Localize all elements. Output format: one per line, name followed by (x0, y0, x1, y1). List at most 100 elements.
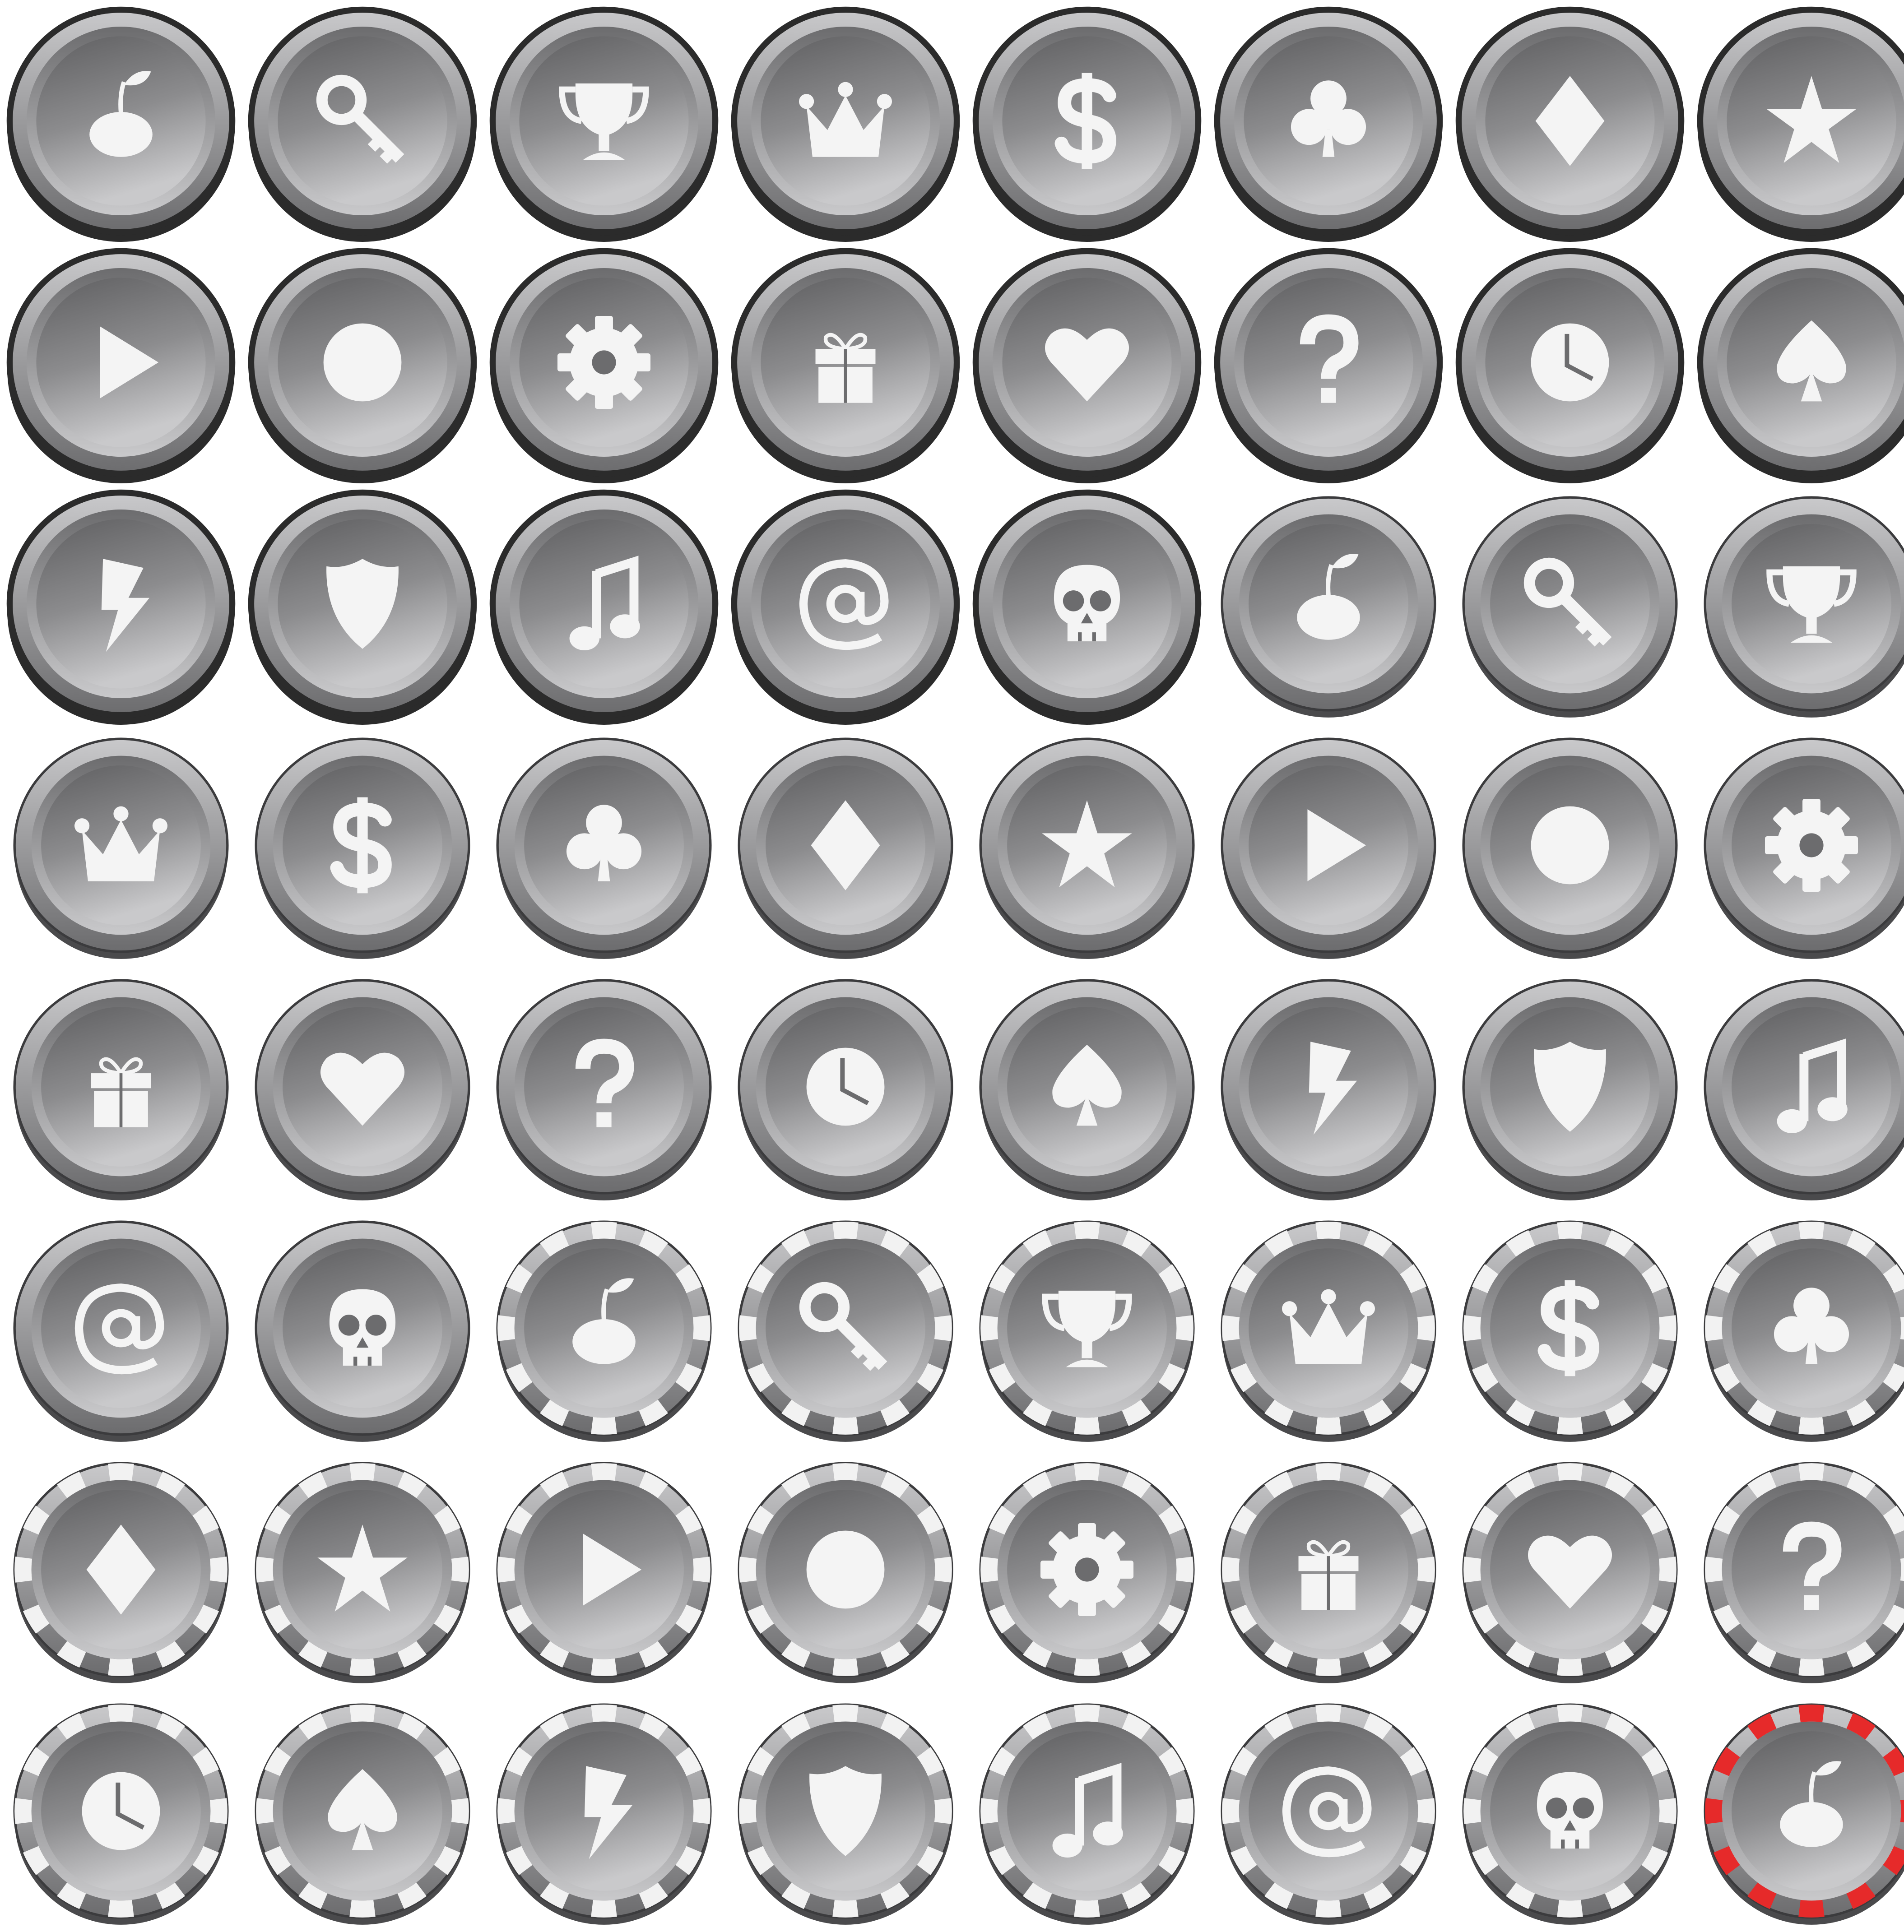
icon-button-at-thick-rim[interactable] (724, 483, 966, 725)
trophy-icon (559, 83, 649, 160)
dollar-icon (1054, 73, 1116, 169)
icon-button-gear-coin[interactable] (1690, 724, 1904, 966)
icon-button-star-thick-rim[interactable] (1690, 0, 1904, 242)
icon-button-cherry-chip-red[interactable] (1690, 1690, 1904, 1932)
icon-button-dollar-coin[interactable] (241, 724, 483, 966)
at-icon (74, 1283, 164, 1375)
icon-button-shield-coin[interactable] (1449, 966, 1691, 1208)
icon-button-play-thick-rim[interactable] (0, 241, 242, 483)
lightning-icon (1309, 1042, 1357, 1135)
icon-button-crown-coin[interactable] (0, 724, 242, 966)
icon-button-skull-chip[interactable] (1449, 1690, 1691, 1932)
icon-button-question-thick-rim[interactable] (1207, 241, 1449, 483)
icon-button-cherry-thick-rim[interactable] (0, 0, 242, 242)
icon-button-circle-chip[interactable] (724, 1449, 966, 1691)
gift-icon (91, 1057, 151, 1127)
icon-button-key-thick-rim[interactable] (241, 0, 483, 242)
icon-button-at-coin[interactable] (0, 1207, 242, 1449)
icon-button-skull-coin[interactable] (241, 1207, 483, 1449)
lightning-icon (584, 1766, 633, 1859)
at-icon (799, 559, 889, 650)
icon-button-gear-chip[interactable] (966, 1449, 1208, 1691)
icon-button-cherry-coin[interactable] (1207, 483, 1449, 725)
icon-button-club-chip[interactable] (1690, 1207, 1904, 1449)
icon-button-heart-coin[interactable] (241, 966, 483, 1208)
icon-button-cherry-chip[interactable] (483, 1207, 725, 1449)
club-icon (566, 805, 642, 881)
icon-button-star-coin[interactable] (966, 724, 1208, 966)
trophy-icon (1766, 566, 1857, 643)
icon-button-gift-chip[interactable] (1207, 1449, 1449, 1691)
gear-icon (1040, 1523, 1134, 1617)
icon-button-gift-coin[interactable] (0, 966, 242, 1208)
gift-icon (815, 333, 876, 403)
icon-button-trophy-thick-rim[interactable] (483, 0, 725, 242)
icon-button-dollar-chip[interactable] (1449, 1207, 1691, 1449)
icon-button-lightning-thick-rim[interactable] (0, 483, 242, 725)
icon-button-spade-thick-rim[interactable] (1690, 241, 1904, 483)
icon-button-clock-thick-rim[interactable] (1449, 241, 1691, 483)
icon-button-play-coin[interactable] (1207, 724, 1449, 966)
icon-button-at-chip[interactable] (1207, 1690, 1449, 1932)
dollar-icon (1537, 1280, 1599, 1376)
play-icon (1307, 809, 1366, 881)
icon-button-music-thick-rim[interactable] (483, 483, 725, 725)
icon-button-crown-chip[interactable] (1207, 1207, 1449, 1449)
icon-button-gift-thick-rim[interactable] (724, 241, 966, 483)
icon-button-music-coin[interactable] (1690, 966, 1904, 1208)
icon-button-diamond-thick-rim[interactable] (1449, 0, 1691, 242)
icon-button-dollar-thick-rim[interactable] (966, 0, 1208, 242)
icon-button-key-coin[interactable] (1449, 483, 1691, 725)
key-icon (316, 74, 404, 164)
icon-button-heart-chip[interactable] (1449, 1449, 1691, 1691)
icon-button-diamond-chip[interactable] (0, 1449, 242, 1691)
icon-button-crown-thick-rim[interactable] (724, 0, 966, 242)
icon-button-clock-coin[interactable] (724, 966, 966, 1208)
icon-button-lightning-coin[interactable] (1207, 966, 1449, 1208)
club-icon (1291, 80, 1366, 157)
icon-button-heart-thick-rim[interactable] (966, 241, 1208, 483)
circle-icon (323, 323, 402, 402)
icon-button-circle-thick-rim[interactable] (241, 241, 483, 483)
icon-button-trophy-coin[interactable] (1690, 483, 1904, 725)
icon-button-club-coin[interactable] (483, 724, 725, 966)
icon-button-key-chip[interactable] (724, 1207, 966, 1449)
spade-icon (1777, 320, 1846, 402)
icon-button-star-chip[interactable] (241, 1449, 483, 1691)
icon-button-trophy-chip[interactable] (966, 1207, 1208, 1449)
question-icon (575, 1038, 634, 1127)
trophy-icon (1042, 1290, 1132, 1367)
key-icon (1523, 557, 1612, 647)
icon-button-question-chip[interactable] (1690, 1449, 1904, 1691)
icon-button-question-coin[interactable] (483, 966, 725, 1208)
clock-icon (82, 1772, 160, 1850)
skull-icon (329, 1289, 396, 1366)
key-icon (799, 1282, 887, 1371)
clock-icon (806, 1047, 885, 1126)
music-icon (1777, 1038, 1848, 1134)
icon-button-diamond-coin[interactable] (724, 724, 966, 966)
icon-button-play-chip[interactable] (483, 1449, 725, 1691)
icon-button-spade-chip[interactable] (241, 1690, 483, 1932)
crown-icon (74, 806, 168, 881)
icon-button-shield-thick-rim[interactable] (241, 483, 483, 725)
star-icon (317, 1524, 408, 1612)
icon-button-lightning-chip[interactable] (483, 1690, 725, 1932)
icon-button-circle-coin[interactable] (1449, 724, 1691, 966)
icon-button-club-thick-rim[interactable] (1207, 0, 1449, 242)
icon-button-skull-thick-rim[interactable] (966, 483, 1208, 725)
icon-button-clock-chip[interactable] (0, 1690, 242, 1932)
question-icon (1300, 314, 1359, 403)
icon-button-gear-thick-rim[interactable] (483, 241, 725, 483)
shield-icon (809, 1766, 882, 1856)
icon-button-shield-chip[interactable] (724, 1690, 966, 1932)
circle-icon (806, 1530, 885, 1609)
icon-button-music-chip[interactable] (966, 1690, 1208, 1932)
gear-icon (1765, 798, 1858, 892)
music-icon (569, 556, 640, 651)
heart-icon (320, 1052, 405, 1126)
icon-button-spade-coin[interactable] (966, 966, 1208, 1208)
gift-icon (1298, 1540, 1359, 1610)
skull-icon (1054, 565, 1120, 642)
